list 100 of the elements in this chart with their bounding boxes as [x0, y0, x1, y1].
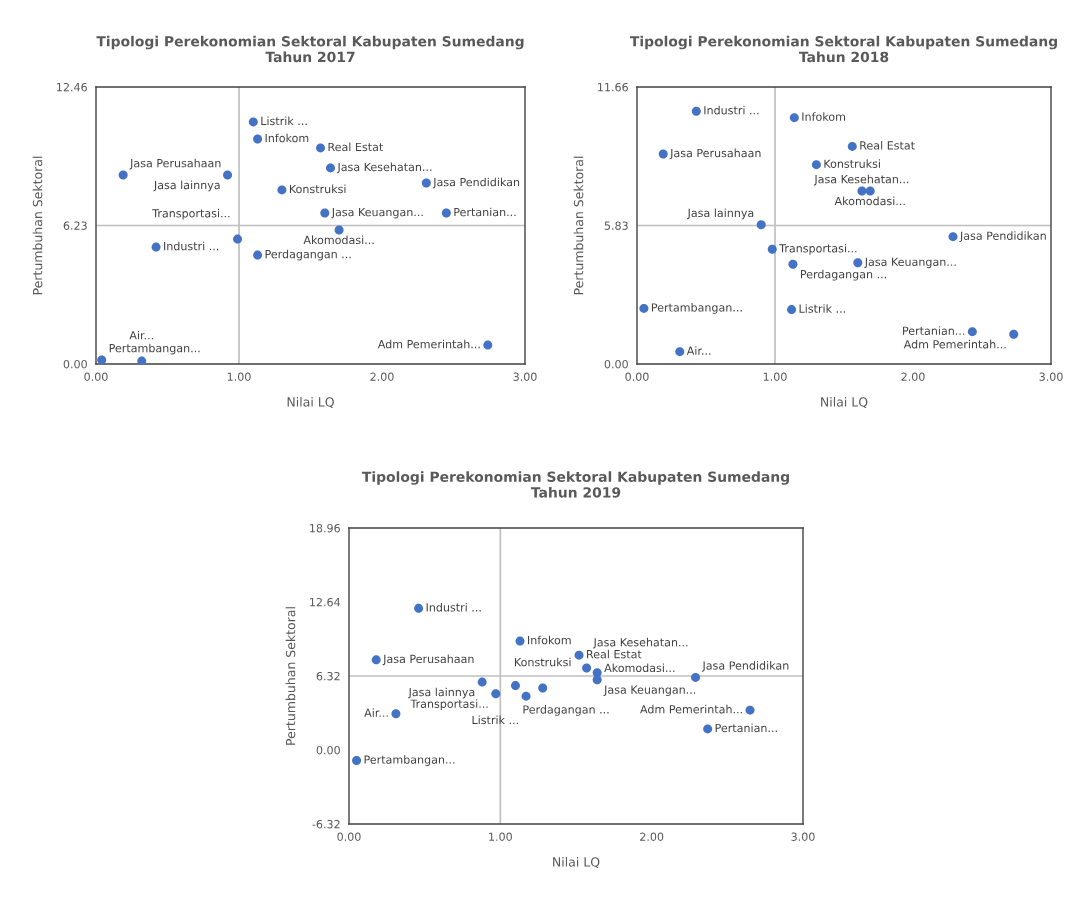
annotation: Akomodasi...	[604, 663, 675, 673]
annotation: Infokom	[802, 112, 845, 121]
annotation: Perdagangan ...	[523, 705, 609, 716]
point	[691, 672, 701, 682]
annotation: Konstruksi	[289, 184, 346, 194]
point	[1009, 329, 1019, 339]
annotation: Adm Pemerintah...	[640, 704, 742, 714]
annotation: Air...	[686, 346, 711, 355]
point	[414, 603, 424, 613]
annotation: Jasa Kesehatan...	[336, 162, 432, 174]
point	[675, 347, 685, 357]
annotation: Jasa Keuangan...	[603, 685, 696, 696]
x-tick-label: 3.00	[513, 372, 537, 381]
annotation: Jasa lainnya	[153, 180, 220, 192]
annotation: Transportasi...	[410, 699, 488, 711]
annotation: Industri ...	[164, 241, 219, 251]
annotation: Adm Pemerintah...	[377, 339, 480, 349]
annotation: Industri ...	[426, 602, 481, 612]
annotation: Jasa Pendidikan	[432, 177, 520, 189]
point	[756, 220, 766, 230]
y-tick-label: 12.46	[57, 82, 87, 92]
annotation: Pertambangan...	[364, 755, 455, 766]
annotation: Jasa Perusahaan	[382, 654, 474, 666]
point	[118, 170, 128, 180]
point	[137, 356, 147, 364]
annotation: Jasa Kesehatan...	[813, 174, 909, 186]
annotation: Pertanian...	[715, 723, 777, 733]
point	[97, 355, 107, 364]
annotation: Listrik ...	[261, 116, 307, 126]
point	[421, 178, 431, 188]
chart-title: Tipologi Perekonomian Sektoral Kabupaten Sumedang Tahun 2018	[629, 35, 1057, 63]
x-tick-label: 2.00	[370, 372, 394, 381]
point	[515, 636, 525, 646]
y-tick-label: 0.00	[63, 359, 87, 369]
point	[491, 689, 501, 699]
point	[582, 663, 592, 673]
point	[316, 143, 326, 153]
annotation: Transportasi...	[779, 243, 857, 255]
annotation: Jasa Pendidikan	[701, 661, 789, 672]
annotation: Perdagangan ...	[265, 249, 351, 261]
y-axis-title: Pertumbuhan Sektoral	[32, 156, 43, 295]
annotation: Real Estat	[860, 141, 915, 150]
x-tick-label: 0.00	[337, 832, 361, 841]
x-tick-label: 3.00	[1039, 372, 1063, 381]
annotation: Real Estat	[328, 142, 383, 152]
annotation: Air...	[364, 708, 388, 717]
annotation: Jasa Kesehatan...	[592, 637, 688, 649]
point	[574, 650, 584, 660]
point	[538, 683, 548, 693]
y-tick-label: 5.83	[604, 221, 628, 230]
annotation: Jasa Perusahaan	[669, 148, 761, 160]
x-tick-label: 1.00	[489, 832, 512, 841]
point	[691, 106, 701, 116]
point	[703, 724, 713, 734]
point	[521, 691, 531, 701]
y-tick-label: 6.32	[316, 671, 340, 681]
point	[592, 675, 602, 685]
annotation: Listrik ...	[472, 715, 518, 725]
annotation: Jasa Keuangan...	[331, 208, 423, 219]
point	[789, 113, 799, 123]
x-tick-label: 1.00	[227, 372, 251, 381]
annotation: Listrik ...	[799, 304, 845, 313]
point	[253, 250, 263, 260]
point	[865, 186, 875, 196]
point	[320, 208, 330, 218]
annotation: Air...	[129, 330, 153, 340]
point	[787, 305, 797, 315]
x-axis-title: Nilai LQ	[287, 396, 334, 409]
annotation: Jasa Perusahaan	[129, 158, 221, 170]
point	[391, 709, 401, 719]
chart-title: Tipologi Perekonomian Sektoral Kabupaten Sumedang Tahun 2019	[361, 471, 789, 498]
point	[847, 141, 857, 151]
point	[767, 244, 777, 254]
point	[639, 303, 649, 313]
point	[334, 225, 344, 235]
y-tick-label: 11.66	[598, 82, 628, 92]
point	[483, 340, 493, 350]
y-tick-label: 18.96	[310, 523, 340, 533]
annotation: Pertanian...	[903, 326, 965, 335]
point	[223, 170, 233, 180]
y-tick-label: 12.64	[310, 597, 341, 607]
x-tick-label: 2.00	[901, 372, 925, 381]
x-tick-label: 0.00	[625, 372, 649, 381]
point	[151, 242, 161, 252]
point	[745, 705, 755, 715]
point	[326, 163, 336, 173]
y-axis-title: Pertumbuhan Sektoral	[285, 607, 296, 745]
annotation: Infokom	[265, 133, 309, 143]
point	[811, 160, 821, 170]
point	[233, 234, 243, 244]
x-tick-label: 1.00	[763, 372, 787, 381]
annotation: Transportasi...	[152, 208, 230, 220]
chart-title: Tipologi Perekonomian Sektoral Kabupaten Sumedang Tahun 2017	[96, 35, 524, 63]
point	[510, 681, 520, 691]
annotation: Perdagangan ...	[800, 269, 886, 281]
y-tick-label: -6.32	[312, 819, 340, 829]
annotation: Jasa lainnya	[407, 687, 475, 699]
point	[948, 232, 958, 242]
annotation: Pertambangan...	[109, 343, 200, 355]
point	[441, 208, 451, 218]
